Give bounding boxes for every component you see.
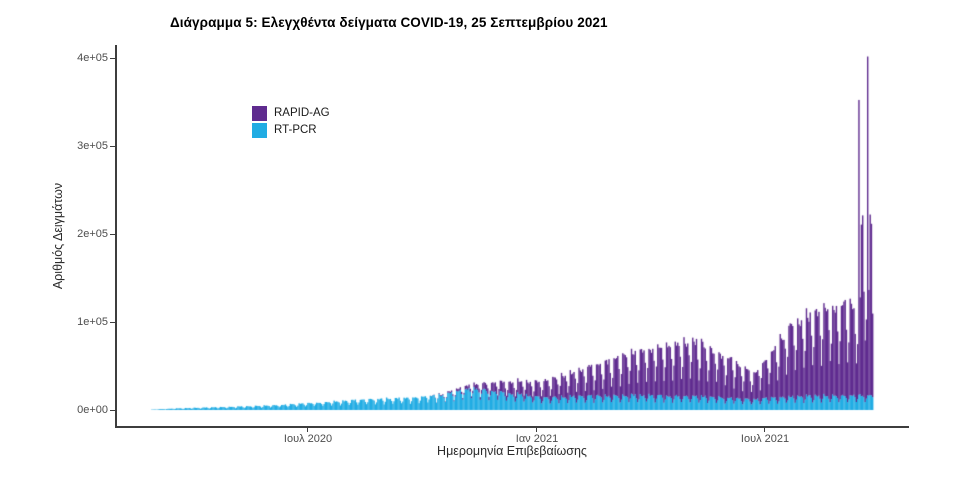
y-tick-mark (110, 321, 115, 323)
x-tick-mark (307, 427, 309, 432)
y-tick-label-1: 1e+05 (77, 316, 108, 328)
y-tick-mark (110, 409, 115, 411)
x-tick-label-jan-2021: Ιαν 2021 (515, 433, 559, 445)
y-axis-line (115, 45, 117, 427)
x-tick-label-jul-2021: Ιουλ 2021 (740, 433, 790, 445)
x-tick-label-jul-2020: Ιουλ 2020 (283, 433, 333, 445)
y-tick-mark (110, 57, 115, 59)
x-axis-line (115, 426, 909, 428)
y-tick-label-2: 2e+05 (77, 228, 108, 240)
x-tick-mark (764, 427, 766, 432)
y-tick-label-0: 0e+00 (77, 404, 108, 416)
chart-title: Διάγραμμα 5: Ελεγχθέντα δείγματα COVID-1… (170, 15, 608, 30)
y-tick-mark (110, 233, 115, 235)
x-axis-title: Ημερομηνία Επιβεβαίωσης (437, 444, 587, 458)
y-tick-mark (110, 145, 115, 147)
plot-area-bars (116, 45, 910, 431)
x-tick-mark (536, 427, 538, 432)
y-tick-label-4: 4e+05 (77, 52, 108, 64)
y-tick-label-3: 3e+05 (77, 140, 108, 152)
